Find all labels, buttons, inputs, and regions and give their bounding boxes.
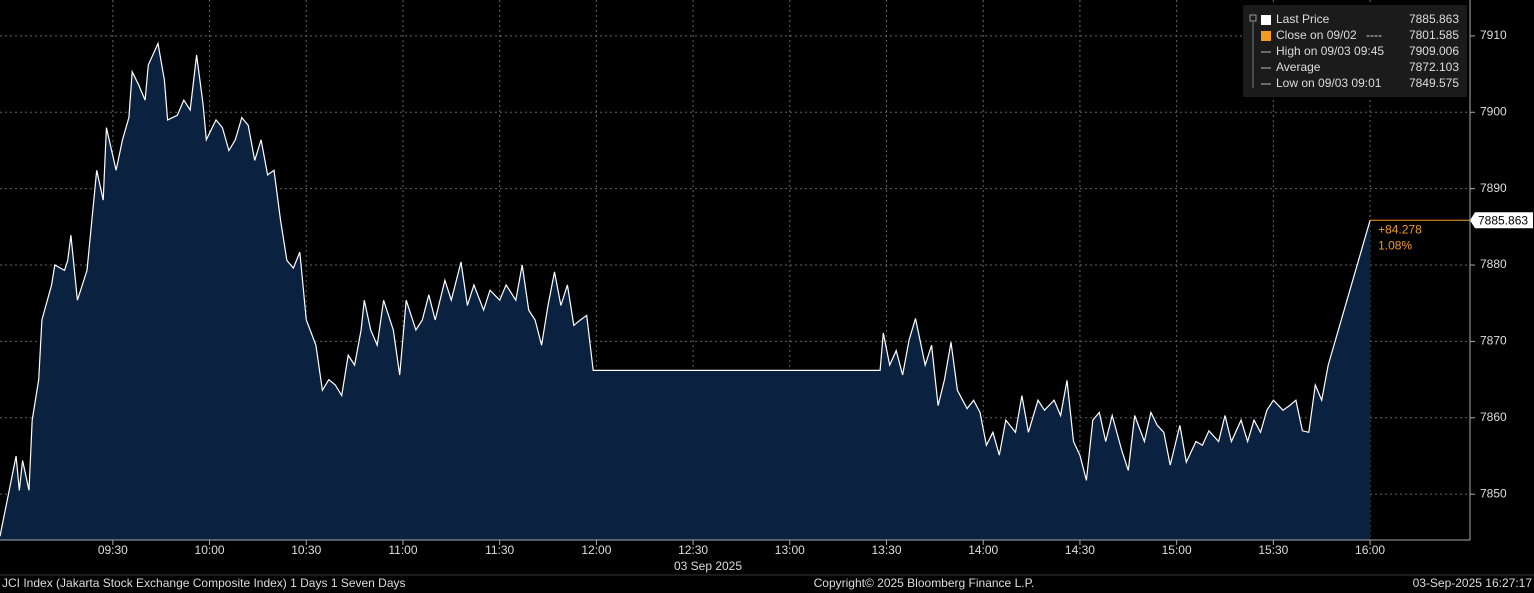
x-tick-label: 12:00	[581, 543, 611, 557]
x-tick-label: 11:00	[388, 543, 417, 557]
x-tick-label: 09:30	[98, 543, 128, 557]
x-tick-label: 14:00	[968, 543, 998, 557]
legend-swatch	[1261, 15, 1271, 25]
legend-value: 7849.575	[1409, 76, 1459, 90]
y-tick-label: 7860	[1480, 410, 1507, 424]
x-tick-label: 10:00	[195, 543, 225, 557]
legend-dash: ----	[1366, 28, 1382, 42]
legend-swatch	[1261, 31, 1271, 41]
legend-label: Close on 09/02	[1276, 28, 1357, 42]
x-tick-label: 13:30	[871, 543, 901, 557]
y-tick-label: 7880	[1480, 257, 1507, 271]
timestamp: 03-Sep-2025 16:27:17	[1413, 576, 1533, 590]
legend-label: High on 09/03 09:45	[1276, 44, 1384, 58]
change-label: +84.278	[1378, 222, 1422, 236]
change-pct-label: 1.08%	[1378, 238, 1412, 252]
last-value-label: 7885.863	[1478, 213, 1528, 227]
x-tick-label: 11:30	[485, 543, 514, 557]
y-tick-label: 7850	[1480, 486, 1507, 500]
legend-value: 7909.006	[1409, 44, 1459, 58]
x-sublabel: 03 Sep 2025	[674, 559, 742, 573]
area	[0, 43, 1371, 540]
legend-label: Average	[1276, 60, 1321, 74]
legend-value: 7801.585	[1409, 28, 1459, 42]
x-tick-label: 16:00	[1355, 543, 1385, 557]
y-tick-label: 7910	[1480, 28, 1507, 42]
x-tick-label: 15:30	[1258, 543, 1288, 557]
legend-label: Low on 09/03 09:01	[1276, 76, 1382, 90]
x-tick-label: 14:30	[1065, 543, 1095, 557]
copyright: Copyright© 2025 Bloomberg Finance L.P.	[814, 576, 1035, 590]
legend-label: Last Price	[1276, 12, 1330, 26]
price-line	[0, 41, 1371, 537]
legend-box	[1243, 5, 1467, 97]
legend-value: 7872.103	[1409, 60, 1459, 74]
chart-title: JCI Index (Jakarta Stock Exchange Compos…	[2, 576, 406, 590]
x-tick-label: 10:30	[291, 543, 321, 557]
y-tick-label: 7900	[1480, 104, 1507, 118]
x-tick-label: 12:30	[678, 543, 708, 557]
y-tick-label: 7870	[1480, 334, 1507, 348]
legend-collapse	[1249, 14, 1257, 22]
y-tick-label: 7890	[1480, 181, 1507, 195]
last-value-tag	[1470, 212, 1533, 229]
x-tick-label: 15:00	[1162, 543, 1192, 557]
legend-value: 7885.863	[1409, 12, 1459, 26]
x-tick-label: 13:00	[775, 543, 805, 557]
